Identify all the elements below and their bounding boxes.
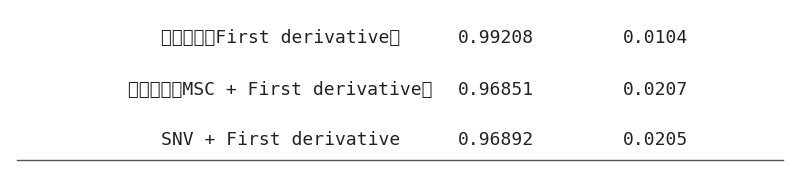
Text: 0.96892: 0.96892 [458, 131, 534, 149]
Text: 0.99208: 0.99208 [458, 29, 534, 47]
Text: 0.0205: 0.0205 [622, 131, 688, 149]
Text: 0.96851: 0.96851 [458, 81, 534, 99]
Text: 0.0207: 0.0207 [622, 81, 688, 99]
Text: 0.0104: 0.0104 [622, 29, 688, 47]
Text: SNV + First derivative: SNV + First derivative [161, 131, 400, 149]
Text: 二阶导数（MSC + First derivative）: 二阶导数（MSC + First derivative） [128, 81, 433, 99]
Text: 一阶导数（First derivative）: 一阶导数（First derivative） [161, 29, 400, 47]
